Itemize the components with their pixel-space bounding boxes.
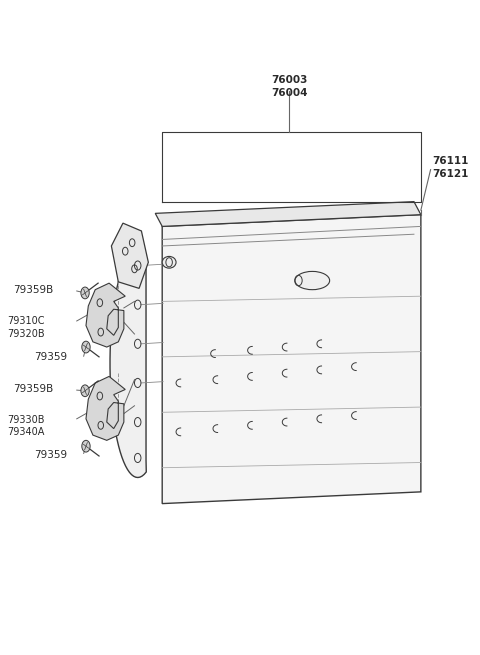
- Ellipse shape: [162, 256, 176, 268]
- Text: 76003
76004: 76003 76004: [271, 75, 308, 98]
- Circle shape: [81, 287, 89, 299]
- Text: 79359B: 79359B: [13, 384, 54, 394]
- Text: 76111
76121: 76111 76121: [432, 156, 469, 179]
- Text: 79320B: 79320B: [7, 329, 45, 339]
- Circle shape: [81, 385, 89, 397]
- Polygon shape: [111, 223, 148, 288]
- Ellipse shape: [295, 271, 330, 290]
- Text: 79359B: 79359B: [13, 285, 54, 295]
- Text: 79359: 79359: [35, 352, 68, 362]
- Text: 79340A: 79340A: [7, 427, 45, 437]
- Polygon shape: [86, 377, 125, 440]
- Polygon shape: [86, 283, 125, 347]
- Circle shape: [82, 440, 90, 452]
- Polygon shape: [110, 250, 146, 477]
- Polygon shape: [155, 202, 421, 227]
- Text: 79330B: 79330B: [7, 415, 45, 425]
- Circle shape: [82, 341, 90, 353]
- Text: 79310C: 79310C: [7, 316, 45, 326]
- Polygon shape: [162, 215, 421, 504]
- Text: 79359: 79359: [35, 450, 68, 460]
